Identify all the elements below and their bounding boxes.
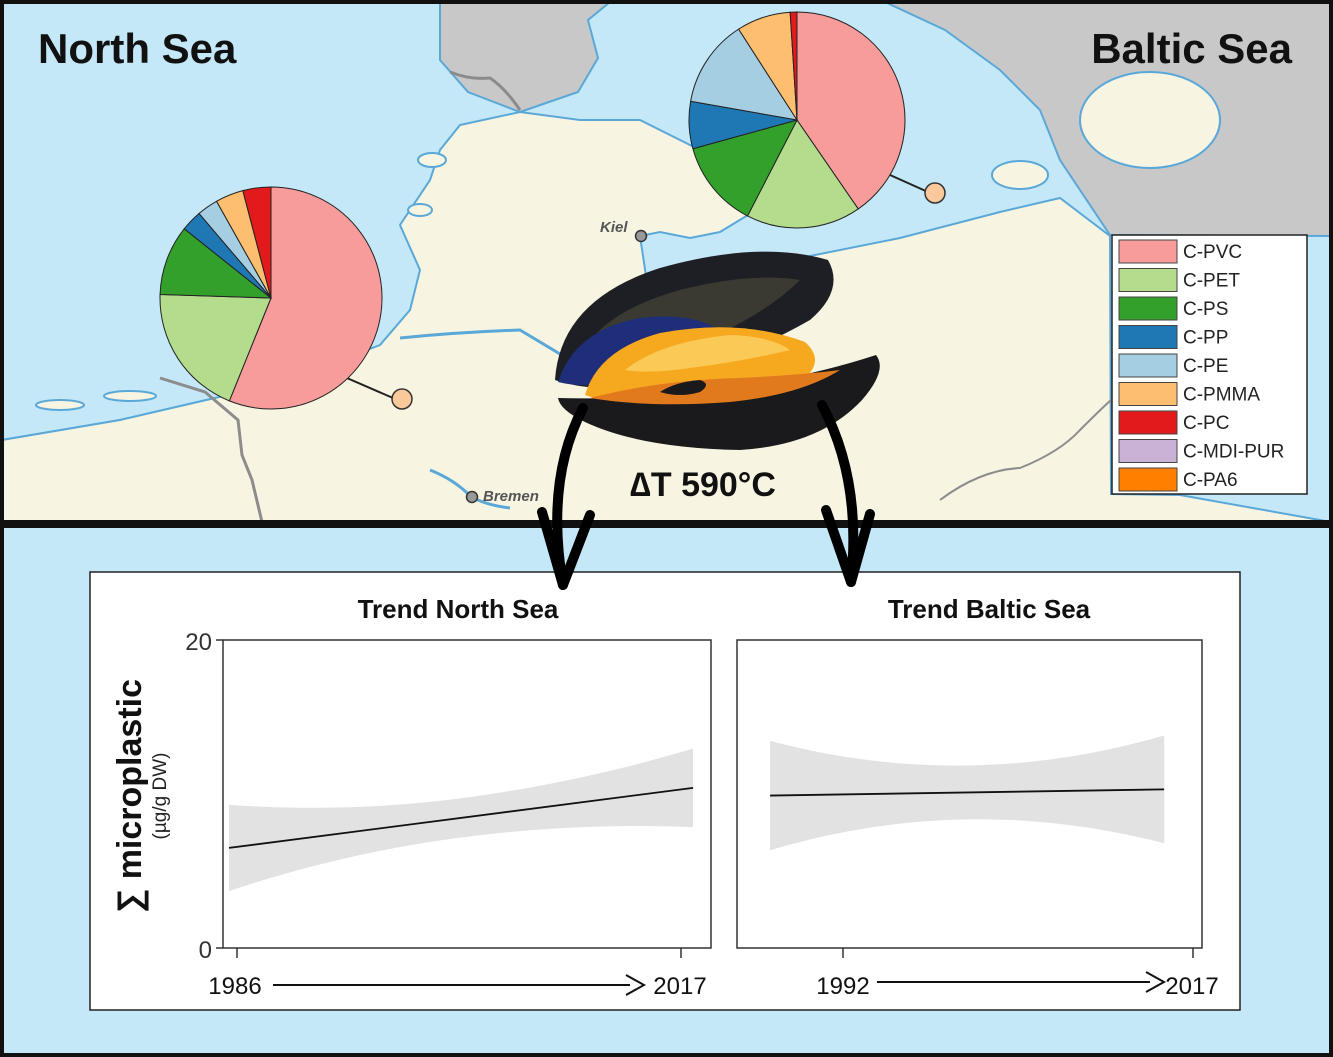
island-fehmarn: [991, 160, 1049, 190]
pie-slice-c-pet: [159, 293, 272, 402]
transfer-arrows: ∆T 590°C: [537, 400, 875, 590]
border-north: [449, 70, 522, 111]
pie-slice-c-pet: [746, 119, 859, 229]
city-label-bremen: Bremen: [483, 488, 539, 505]
trend-chart-north-sea: Trend North Sea 20 0 1986 2017 ∑ micropl…: [111, 594, 712, 1000]
legend-label-c-pp: C-PP: [1183, 328, 1228, 349]
legend-swatch-c-mdi-pur: [1118, 439, 1178, 463]
map-frame: [0, 0, 1333, 524]
plot-frame-baltic: [736, 639, 1203, 949]
trend-line-north: [228, 786, 694, 849]
legend-label-c-pe: C-PE: [1183, 356, 1228, 377]
confidence-band-north: [229, 748, 693, 891]
arrowhead-left: [537, 507, 595, 590]
legend: C-PVC C-PET C-PS C-PP C-PE C-PMMA C-PC C-MDI-PU…: [1111, 234, 1308, 495]
x-label-end-north: 2017: [653, 973, 706, 1000]
pie-connector-baltic: [889, 174, 929, 193]
mussel-icon: [555, 251, 880, 450]
trend-chart-baltic-sea: Trend Baltic Sea 1992 2017: [736, 594, 1219, 1000]
sea-label-baltic: Baltic Sea: [1091, 25, 1292, 72]
legend-swatch-c-pmma: [1118, 382, 1178, 406]
x-label-start-north: 1986: [208, 973, 261, 1000]
border-east: [939, 399, 1112, 501]
trend-panel: Trend North Sea 20 0 1986 2017 ∑ micropl…: [0, 524, 1333, 1057]
pie-slice-c-ps: [159, 228, 273, 299]
island-east: [1079, 71, 1221, 169]
time-arrowhead-baltic: [1145, 971, 1167, 993]
island-north-frisian-1: [417, 152, 447, 168]
mussel-dark-spot: [660, 380, 706, 395]
y-tick-label-top: 20: [185, 629, 212, 656]
plot-frame-north: [222, 639, 712, 949]
legend-label-c-pc: C-PC: [1183, 413, 1229, 434]
legend-swatch-c-pp: [1118, 325, 1178, 349]
pie-slice-c-pe: [690, 28, 799, 121]
y-axis-label: ∑ microplastic: [111, 679, 149, 913]
city-label-kiel: Kiel: [600, 219, 628, 236]
island-east-frisian-2: [103, 390, 157, 402]
pie-connector-north: [339, 374, 394, 399]
river-elbe: [399, 328, 571, 362]
mussel-orange-edge: [590, 370, 840, 405]
pie-chart-baltic-sea: [688, 11, 906, 229]
map-panel: Kiel Bremen North Sea Baltic Sea C-PVCC-…: [0, 0, 1333, 524]
trend-line-baltic: [770, 788, 1165, 797]
x-label-end-baltic: 2017: [1165, 973, 1218, 1000]
legend-swatch-c-pa6: [1118, 467, 1178, 492]
island-east-frisian-1: [35, 399, 85, 411]
legend-swatch-c-pe: [1118, 353, 1178, 378]
legend-swatch-c-pet: [1118, 268, 1178, 292]
x-label-start-baltic: 1992: [816, 973, 869, 1000]
city-marker-bremen: [465, 490, 479, 504]
city-marker-kiel: [634, 229, 648, 243]
time-arrowhead-north: [625, 974, 647, 996]
delta-temperature-label: ∆T 590°C: [630, 466, 776, 504]
trend-title-north: Trend North Sea: [358, 594, 559, 624]
legend-label-c-pvc: C-PVC: [1183, 242, 1242, 263]
sea-label-north: North Sea: [38, 25, 237, 72]
arrowhead-right: [821, 505, 875, 587]
legend-label-c-pa6: C-PA6: [1183, 470, 1238, 491]
legend-swatch-c-ps: [1118, 296, 1178, 321]
pie-slice-c-pvc: [796, 11, 906, 210]
site-marker-north: [391, 388, 413, 410]
pie-slice-c-pvc: [228, 186, 383, 410]
pie-chart-north-sea: [159, 186, 383, 410]
pie-slice-c-ps: [692, 119, 798, 217]
border-west: [159, 376, 264, 523]
y-tick-label-bottom: 0: [199, 937, 212, 964]
y-axis-unit: (µg/g DW): [150, 753, 171, 840]
legend-swatch-c-pvc: [1118, 239, 1178, 264]
pie-slice-c-pc: [789, 11, 798, 121]
neighbor-land-north: [439, 1, 613, 114]
legend-label-c-pmma: C-PMMA: [1183, 385, 1260, 406]
site-marker-baltic: [924, 182, 946, 204]
legend-swatch-c-pc: [1118, 410, 1178, 435]
trend-title-baltic: Trend Baltic Sea: [888, 594, 1091, 624]
legend-label-c-pet: C-PET: [1183, 271, 1240, 292]
mussel-body-highlight: [625, 335, 790, 372]
legend-label-c-mdi-pur: C-MDI-PUR: [1183, 442, 1284, 463]
legend-label-c-ps: C-PS: [1183, 299, 1228, 320]
island-north-frisian-2: [407, 203, 433, 217]
pie-slice-c-pc: [242, 186, 272, 299]
